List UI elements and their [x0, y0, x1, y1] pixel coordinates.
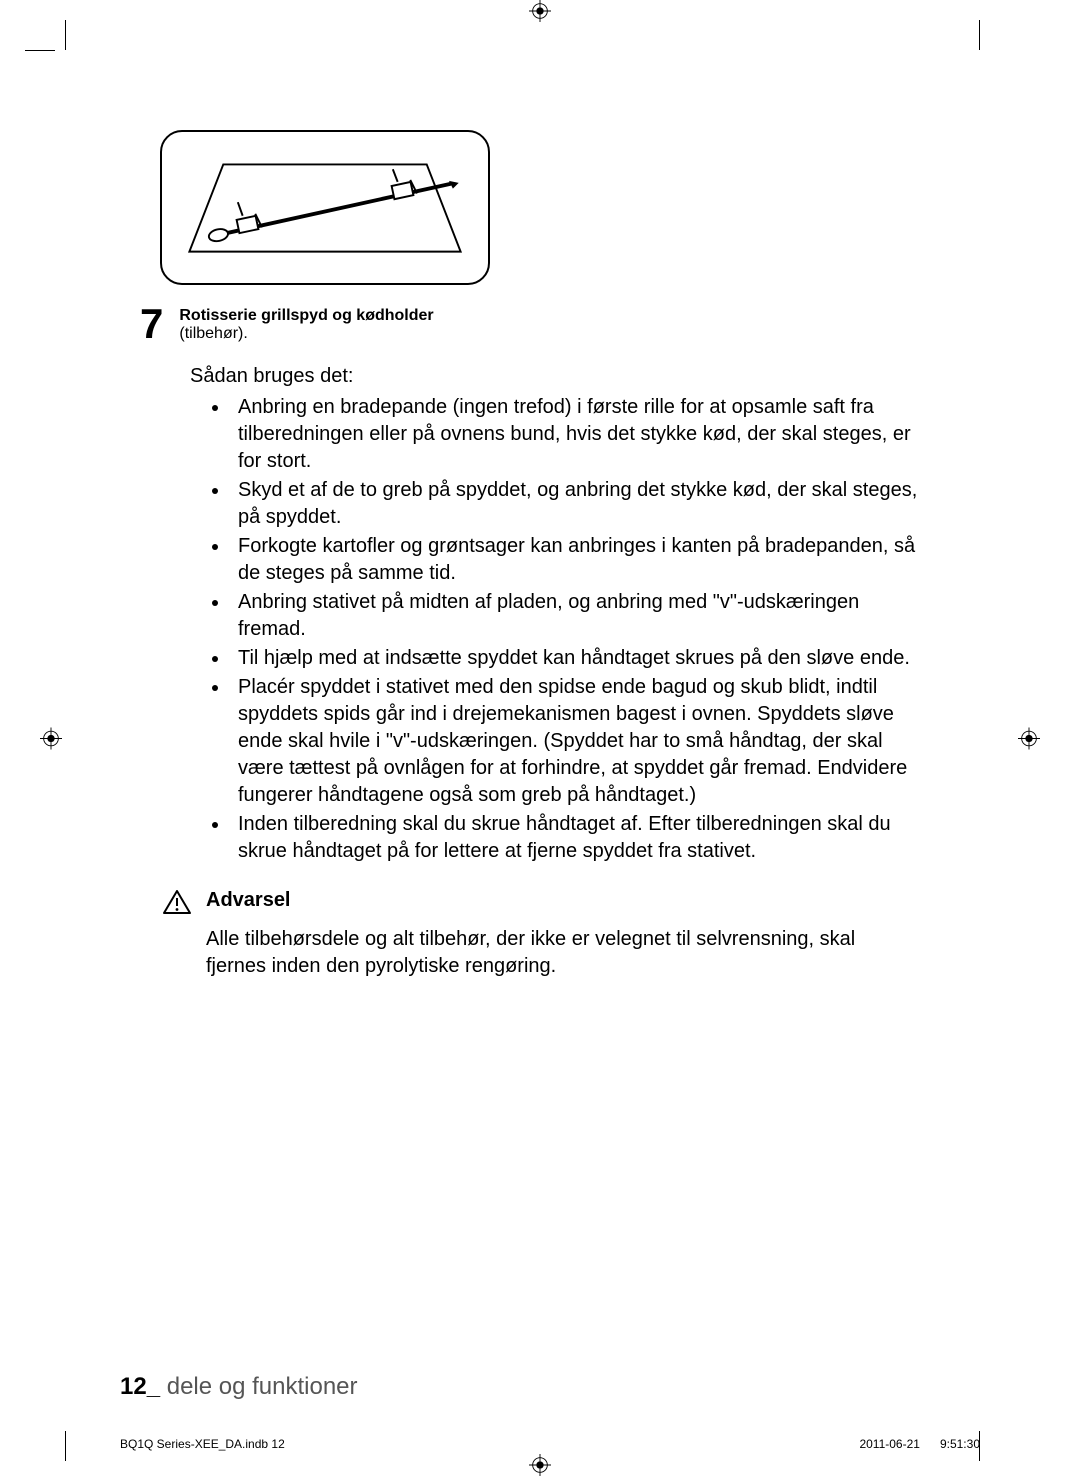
page-footer: 12_ dele og funktioner: [120, 1373, 358, 1401]
list-item: Forkogte kartofler og grøntsager kan anb…: [230, 533, 920, 587]
meta-time: 9:51:30: [940, 1437, 980, 1451]
warning-text: Alle tilbehørsdele og alt tilbehør, der …: [206, 926, 920, 980]
item-header: 7 Rotisserie grillspyd og kødholder (til…: [140, 303, 920, 345]
item-title-block: Rotisserie grillspyd og kødholder (tilbe…: [179, 303, 433, 343]
list-item: Skyd et af de to greb på spyddet, og anb…: [230, 477, 920, 531]
warning-block: Advarsel Alle tilbehørsdele og alt tilbe…: [162, 889, 920, 980]
crop-mark: [65, 20, 66, 50]
item-subtitle: (tilbehør).: [179, 325, 433, 343]
registration-mark-icon: [40, 727, 62, 754]
warning-content: Advarsel Alle tilbehørsdele og alt tilbe…: [206, 889, 920, 980]
list-item: Placér spyddet i stativet med den spidse…: [230, 674, 920, 809]
item-title: Rotisserie grillspyd og kødholder: [179, 307, 433, 325]
rotisserie-illustration: [160, 130, 490, 285]
crop-mark: [65, 1431, 66, 1461]
warning-title: Advarsel: [206, 889, 920, 912]
usage-intro: Sådan bruges det:: [190, 365, 920, 388]
crop-mark: [25, 50, 55, 51]
page-number: 12_: [120, 1373, 160, 1400]
page-content: 7 Rotisserie grillspyd og kødholder (til…: [160, 130, 920, 980]
item-number: 7: [140, 303, 163, 345]
source-file: BQ1Q Series-XEE_DA.indb 12: [120, 1437, 285, 1451]
list-item: Inden tilberedning skal du skrue håndtag…: [230, 811, 920, 865]
meta-date: 2011-06-21: [859, 1437, 920, 1451]
usage-list: Anbring en bradepande (ingen trefod) i f…: [230, 394, 920, 865]
footer-meta: BQ1Q Series-XEE_DA.indb 12 2011-06-21 9:…: [120, 1437, 980, 1451]
warning-icon: [162, 889, 192, 920]
registration-mark-icon: [1018, 727, 1040, 754]
crop-mark: [979, 20, 980, 50]
registration-mark-icon: [529, 0, 551, 27]
list-item: Anbring en bradepande (ingen trefod) i f…: [230, 394, 920, 475]
list-item: Anbring stativet på midten af pladen, og…: [230, 589, 920, 643]
section-title: dele og funktioner: [160, 1373, 357, 1400]
list-item: Til hjælp med at indsætte spyddet kan hå…: [230, 645, 920, 672]
registration-mark-icon: [529, 1454, 551, 1481]
